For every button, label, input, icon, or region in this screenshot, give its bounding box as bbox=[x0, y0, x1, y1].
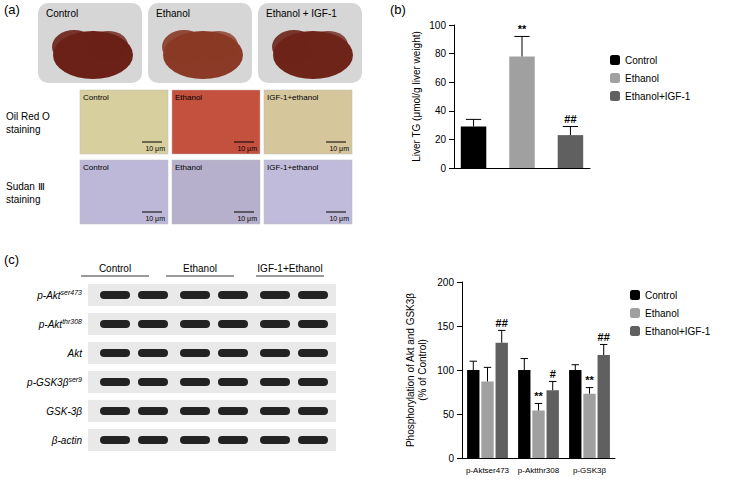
svg-text:0: 0 bbox=[448, 453, 454, 464]
svg-text:p-GSK3β: p-GSK3β bbox=[573, 466, 606, 475]
svg-text:40: 40 bbox=[435, 105, 447, 116]
svg-text:(a): (a) bbox=[4, 2, 20, 17]
svg-text:100: 100 bbox=[429, 20, 446, 31]
svg-text:20: 20 bbox=[435, 134, 447, 145]
svg-text:**: ** bbox=[585, 374, 594, 386]
svg-text:p-Aktser473: p-Aktser473 bbox=[466, 466, 510, 475]
svg-text:Liver TG (μmol/g liver weight): Liver TG (μmol/g liver weight) bbox=[411, 31, 422, 162]
svg-text:**: ** bbox=[534, 390, 543, 402]
svg-text:Phosphorylation of Akt and GSK: Phosphorylation of Akt and GSK3β bbox=[405, 293, 416, 447]
svg-text:Control: Control bbox=[83, 93, 109, 102]
svg-text:10 μm: 10 μm bbox=[237, 215, 257, 223]
svg-text:IGF-1+ethanol: IGF-1+ethanol bbox=[267, 163, 319, 172]
svg-text:10 μm: 10 μm bbox=[329, 145, 349, 153]
svg-text:10 μm: 10 μm bbox=[329, 215, 349, 223]
svg-text:#: # bbox=[550, 368, 556, 380]
svg-text:Control: Control bbox=[83, 163, 109, 172]
svg-text:##: ## bbox=[496, 317, 508, 329]
svg-text:(% of Control): (% of Control) bbox=[417, 339, 428, 401]
svg-text:50: 50 bbox=[443, 409, 455, 420]
svg-text:Ethanol: Ethanol bbox=[175, 163, 202, 172]
svg-text:60: 60 bbox=[435, 77, 447, 88]
svg-text:Ethanol+IGF-1: Ethanol+IGF-1 bbox=[645, 326, 711, 337]
svg-text:Akt: Akt bbox=[67, 348, 84, 359]
svg-text:Ethanol: Ethanol bbox=[183, 263, 217, 274]
svg-text:GSK-3β: GSK-3β bbox=[46, 406, 82, 417]
svg-text:0: 0 bbox=[440, 163, 446, 174]
svg-text:p-GSK3βser9: p-GSK3βser9 bbox=[26, 376, 82, 388]
svg-text:150: 150 bbox=[437, 321, 454, 332]
svg-text:Ethanol: Ethanol bbox=[156, 8, 190, 19]
svg-text:staining: staining bbox=[6, 124, 40, 135]
svg-text:(b): (b) bbox=[390, 2, 406, 17]
svg-text:p-Aktthr308: p-Aktthr308 bbox=[38, 318, 82, 330]
svg-text:10 μm: 10 μm bbox=[145, 145, 165, 153]
svg-text:##: ## bbox=[564, 113, 576, 125]
svg-text:Ethanol: Ethanol bbox=[175, 93, 202, 102]
svg-text:(c): (c) bbox=[4, 252, 19, 267]
svg-text:Control: Control bbox=[625, 55, 657, 66]
svg-text:IGF-1+Ethanol: IGF-1+Ethanol bbox=[257, 263, 322, 274]
svg-text:Control: Control bbox=[99, 263, 131, 274]
svg-text:80: 80 bbox=[435, 48, 447, 59]
svg-text:Ethanol + IGF-1: Ethanol + IGF-1 bbox=[266, 8, 337, 19]
svg-text:##: ## bbox=[598, 331, 610, 343]
svg-text:Ethanol+IGF-1: Ethanol+IGF-1 bbox=[625, 91, 691, 102]
svg-text:**: ** bbox=[518, 23, 527, 35]
svg-text:p-Aktser473: p-Aktser473 bbox=[36, 289, 82, 301]
svg-text:Ethanol: Ethanol bbox=[625, 73, 659, 84]
svg-text:Ethanol: Ethanol bbox=[645, 308, 679, 319]
svg-text:Control: Control bbox=[46, 8, 78, 19]
svg-text:Oil Red O: Oil Red O bbox=[6, 111, 50, 122]
svg-text:p-Aktthr308: p-Aktthr308 bbox=[518, 466, 560, 475]
svg-text:Control: Control bbox=[645, 290, 677, 301]
svg-text:10 μm: 10 μm bbox=[145, 215, 165, 223]
svg-text:β-actin: β-actin bbox=[51, 435, 83, 446]
svg-text:100: 100 bbox=[437, 365, 454, 376]
svg-text:Sudan Ⅲ: Sudan Ⅲ bbox=[6, 181, 45, 192]
svg-text:IGF-1+ethanol: IGF-1+ethanol bbox=[267, 93, 319, 102]
svg-text:staining: staining bbox=[6, 194, 40, 205]
svg-text:10 μm: 10 μm bbox=[237, 145, 257, 153]
svg-text:200: 200 bbox=[437, 277, 454, 288]
